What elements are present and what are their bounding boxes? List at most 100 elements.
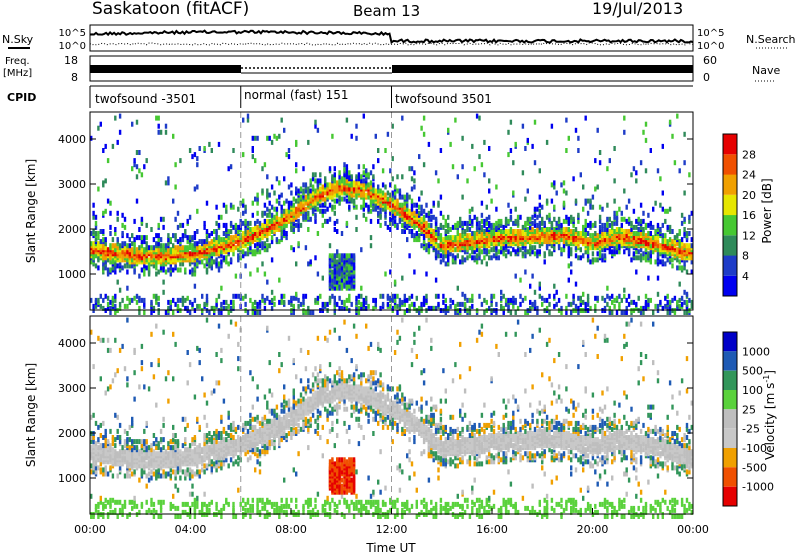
heatmap-cell xyxy=(483,172,486,178)
heatmap-cell xyxy=(613,245,616,251)
heatmap-cell xyxy=(155,402,158,408)
heatmap-cell xyxy=(217,380,221,386)
heatmap-cell xyxy=(198,146,201,151)
heatmap-cell xyxy=(278,180,281,186)
heatmap-cell xyxy=(307,227,310,232)
heatmap-cell xyxy=(625,229,628,234)
heatmap-cell xyxy=(495,206,498,212)
heatmap-cell xyxy=(295,206,298,212)
heatmap-cell xyxy=(133,370,136,376)
heatmap-cell xyxy=(232,204,235,210)
heatmap-cell xyxy=(507,229,510,234)
heatmap-cell xyxy=(109,231,112,236)
heatmap-cell xyxy=(150,501,153,507)
heatmap-cell xyxy=(560,310,563,315)
heatmap-cell xyxy=(106,247,110,253)
heatmap-cell xyxy=(598,214,602,220)
heatmap-cell xyxy=(145,439,148,445)
heatmap-cell xyxy=(169,247,172,253)
heatmap-cell xyxy=(372,174,375,180)
heatmap-cell xyxy=(169,459,172,465)
heatmap-cell xyxy=(514,229,517,234)
heatmap-cell xyxy=(620,222,623,228)
heatmap-cell xyxy=(198,469,201,475)
heatmap-cell xyxy=(553,283,556,289)
heatmap-cell xyxy=(345,265,349,271)
heatmap-cell xyxy=(504,243,508,249)
heatmap-cell xyxy=(355,188,358,194)
heatmap-cell xyxy=(336,218,339,224)
heatmap-cell xyxy=(393,200,397,206)
heatmap-cell xyxy=(299,194,303,200)
heatmap-cell xyxy=(150,245,153,251)
heatmap-cell xyxy=(172,267,175,273)
heatmap-cell xyxy=(215,428,218,434)
freq-tick-bottom: 8 xyxy=(71,71,78,84)
heatmap-cell xyxy=(644,299,648,305)
heatmap-cell xyxy=(203,441,206,447)
heatmap-cell xyxy=(644,233,648,239)
heatmap-cell xyxy=(106,347,110,353)
heatmap-cell xyxy=(413,210,416,216)
heatmap-cell xyxy=(608,305,611,311)
heatmap-cell xyxy=(251,227,254,232)
heatmap-cell xyxy=(90,135,93,141)
heatmap-cell xyxy=(201,239,204,245)
heatmap-cell xyxy=(589,259,592,265)
heatmap-cell xyxy=(179,261,182,267)
heatmap-cell xyxy=(143,428,146,434)
heatmap-cell xyxy=(345,253,349,259)
heatmap-cell xyxy=(480,200,484,206)
heatmap-cell xyxy=(398,202,402,208)
heatmap-cell xyxy=(654,303,657,309)
heatmap-cell xyxy=(167,445,170,451)
heatmap-cell xyxy=(205,200,209,206)
heatmap-cell xyxy=(536,249,539,255)
heatmap-cell xyxy=(683,265,686,271)
heatmap-cell xyxy=(287,154,291,160)
heatmap-cell xyxy=(94,263,98,269)
heatmap-cell xyxy=(191,469,194,475)
heatmap-cell xyxy=(362,182,365,188)
heatmap-cell xyxy=(164,180,168,186)
heatmap-cell xyxy=(365,216,368,222)
heatmap-cell xyxy=(273,214,276,220)
heatmap-cell xyxy=(618,249,621,255)
heatmap-cell xyxy=(461,135,464,141)
heatmap-cell xyxy=(143,455,146,461)
heatmap-cell xyxy=(360,190,363,196)
heatmap-cell xyxy=(389,192,392,198)
heatmap-cell xyxy=(167,370,170,376)
heatmap-cell xyxy=(644,222,648,228)
heatmap-cell xyxy=(208,445,211,451)
heatmap-cell xyxy=(333,269,336,275)
heatmap-cell xyxy=(553,227,556,232)
heatmap-cell xyxy=(292,310,295,315)
heatmap-cell xyxy=(102,447,105,453)
heatmap-cell xyxy=(427,141,431,147)
heatmap-cell xyxy=(444,253,447,259)
heatmap-cell xyxy=(205,443,209,449)
heatmap-cell xyxy=(138,310,141,315)
heatmap-cell xyxy=(369,170,373,176)
heatmap-cell xyxy=(352,253,356,259)
heatmap-cell xyxy=(172,437,175,443)
heatmap-cell xyxy=(128,437,131,443)
heatmap-cell xyxy=(483,297,486,303)
heatmap-cell xyxy=(560,305,563,311)
heatmap-cell xyxy=(333,166,336,172)
heatmap-cell xyxy=(328,182,332,188)
heatmap-cell xyxy=(418,154,421,160)
heatmap-cell xyxy=(574,227,578,232)
heatmap-cell xyxy=(234,222,238,228)
heatmap-cell xyxy=(372,305,375,311)
heatmap-cell xyxy=(152,374,156,380)
heatmap-cell xyxy=(290,182,293,188)
heatmap-cell xyxy=(104,503,107,509)
heatmap-cell xyxy=(442,255,445,261)
heatmap-cell xyxy=(350,275,353,281)
heatmap-cell xyxy=(418,196,421,202)
heatmap-cell xyxy=(582,299,585,305)
heatmap-cell xyxy=(521,251,525,257)
heatmap-cell xyxy=(198,245,201,251)
